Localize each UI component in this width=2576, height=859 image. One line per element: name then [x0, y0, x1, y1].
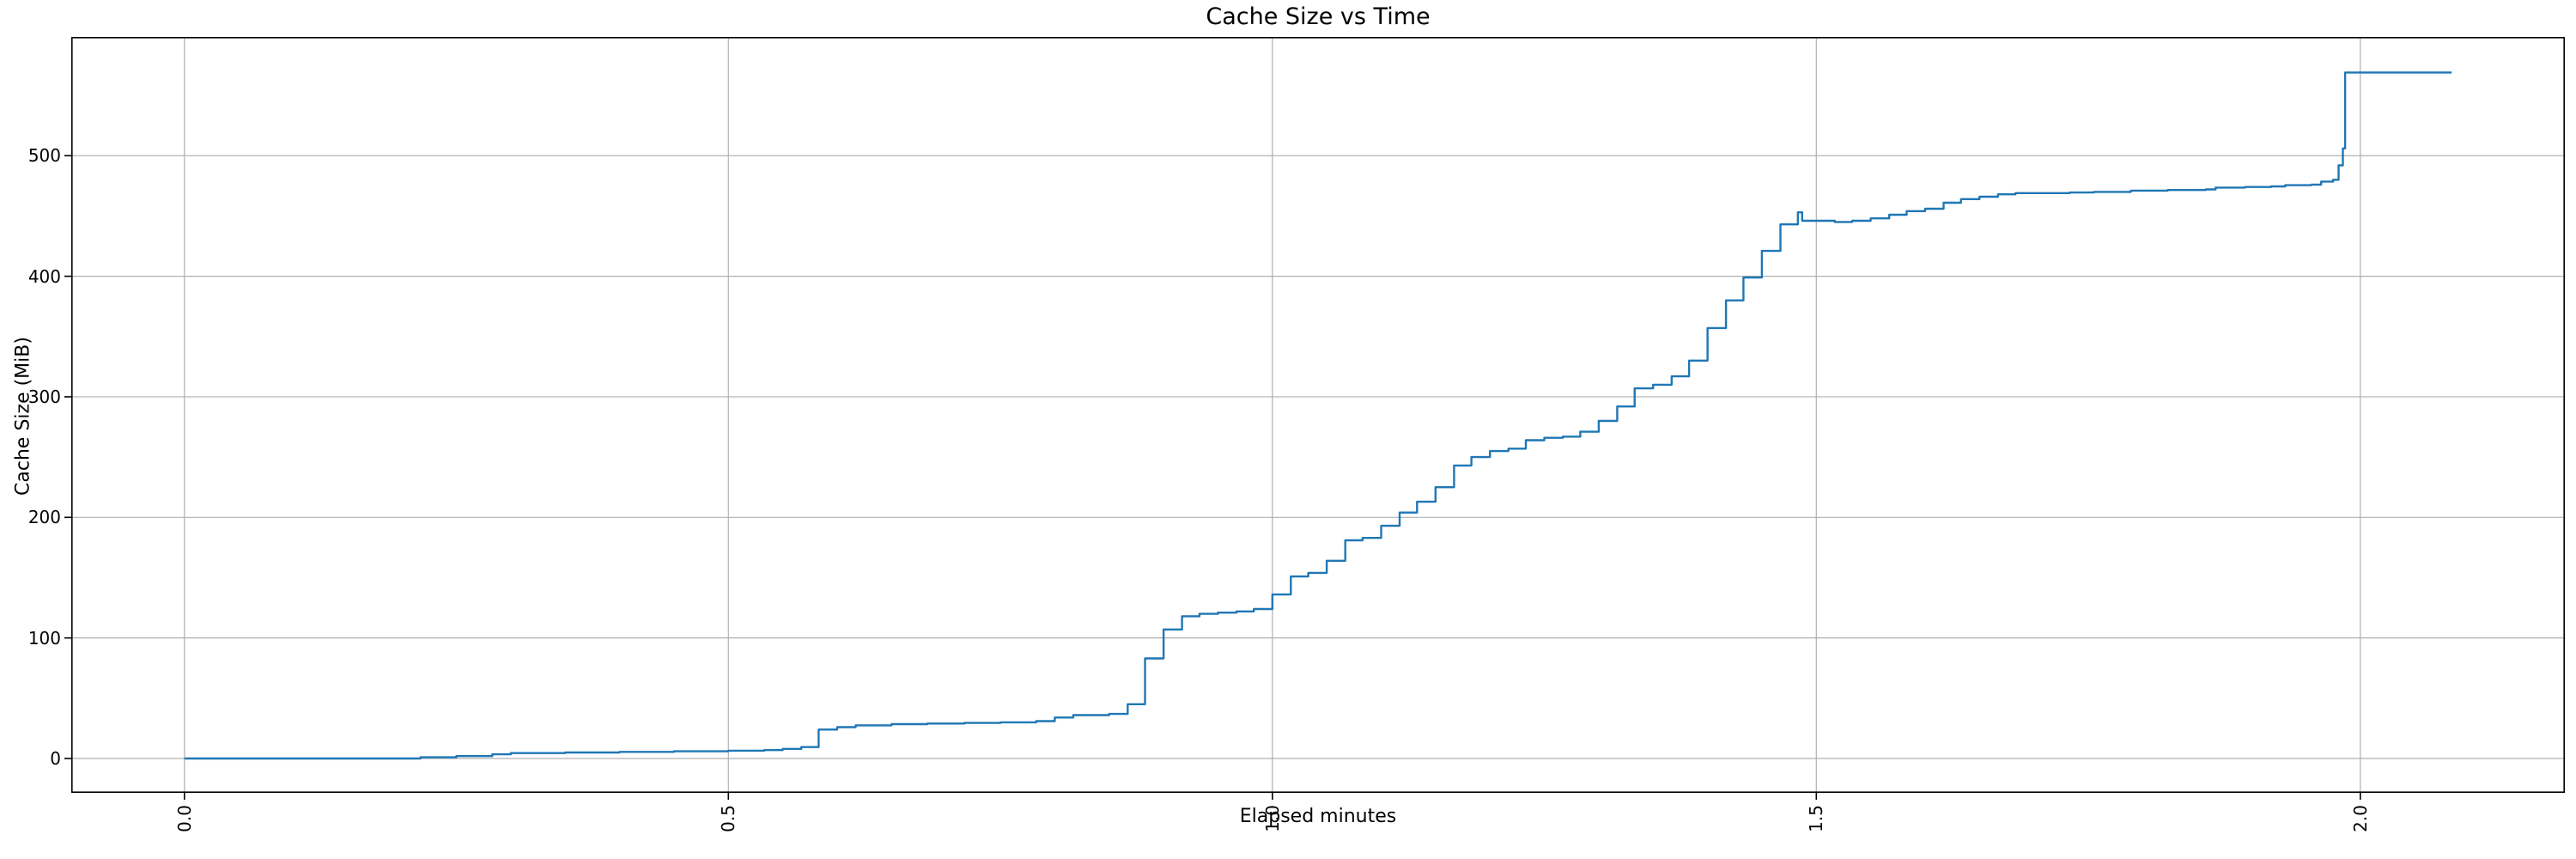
y-tick-label: 400	[27, 265, 61, 287]
cache-size-step-line	[184, 71, 2452, 760]
x-axis-label: Elapsed minutes	[1239, 806, 1397, 827]
y-tick-label: 500	[27, 145, 61, 167]
y-tick-label: 100	[27, 627, 61, 649]
x-tick-label: 0.5	[718, 805, 739, 832]
chart-title: Cache Size vs Time	[1206, 3, 1431, 30]
chart-canvas	[64, 37, 2565, 800]
x-tick-label: 0.0	[173, 805, 195, 832]
y-axis-label: Cache Size (MiB)	[12, 337, 34, 496]
x-tick-label: 1.0	[1261, 805, 1283, 832]
plot-area	[64, 37, 2565, 800]
y-tick-label: 0	[50, 748, 61, 769]
y-tick-label: 200	[27, 507, 61, 528]
plot-border	[71, 37, 2565, 794]
x-tick-label: 2.0	[2349, 805, 2371, 832]
y-tick-label: 300	[27, 386, 61, 407]
x-tick-label: 1.5	[1806, 805, 1827, 832]
